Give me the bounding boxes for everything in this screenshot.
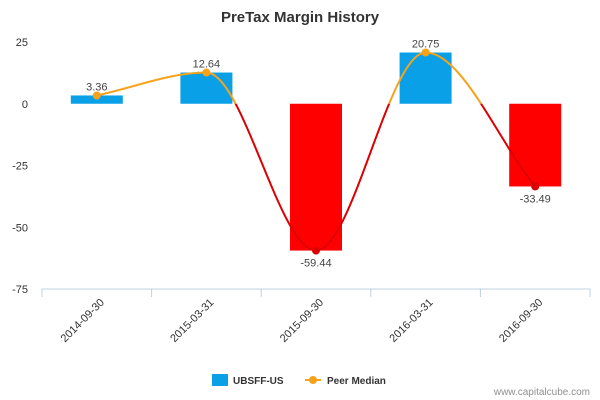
peer-median-line [92, 48, 540, 255]
y-tick-label: -75 [12, 284, 28, 296]
data-label: 12.64 [193, 59, 221, 71]
y-tick-label: 0 [22, 99, 28, 111]
peer-median-line-positive [96, 51, 483, 104]
x-tick-label: 2016-09-30 [497, 297, 545, 345]
data-label: -33.49 [520, 193, 551, 205]
peer-median-point [92, 91, 101, 100]
x-tick-label: 2014-09-30 [59, 297, 107, 345]
y-tick-label: 25 [16, 37, 28, 49]
bar [180, 72, 233, 104]
peer-median-point [312, 246, 320, 255]
x-tick-label: 2015-09-30 [278, 297, 326, 345]
x-axis: 2014-09-30 2015-03-31 2015-09-30 2016-03-31… [41, 288, 591, 345]
legend-label-ubsff: UBSFF-US [233, 376, 284, 387]
credit-text: www.capitalcube.com [493, 387, 590, 398]
legend-label-peer-median: Peer Median [327, 376, 386, 387]
data-label: -59.44 [300, 258, 331, 270]
legend: UBSFF-US Peer Median [212, 374, 386, 387]
peer-median-point [421, 48, 430, 57]
peer-median-line-negative [234, 103, 536, 252]
data-label: 20.75 [412, 38, 440, 50]
peer-median-point [202, 68, 211, 77]
peer-median-point [531, 182, 540, 191]
bar [509, 103, 562, 187]
data-labels: 3.36 12.64 -59.44 20.75 -33.49 [86, 38, 551, 269]
bars [70, 52, 562, 251]
y-axis: 25 0 -25 -50 -75 [12, 37, 28, 296]
y-tick-label: -50 [12, 222, 28, 234]
data-label: 3.36 [86, 81, 107, 93]
legend-swatch-ubsff [212, 374, 228, 386]
bar [290, 103, 342, 251]
x-tick-label: 2016-03-31 [387, 297, 435, 345]
bar [399, 52, 452, 104]
legend-marker-peer-median [309, 376, 317, 384]
chart-title: PreTax Margin History [221, 9, 380, 26]
x-tick-label: 2015-03-31 [168, 297, 216, 345]
y-tick-label: -25 [12, 161, 28, 173]
bar [70, 95, 123, 104]
